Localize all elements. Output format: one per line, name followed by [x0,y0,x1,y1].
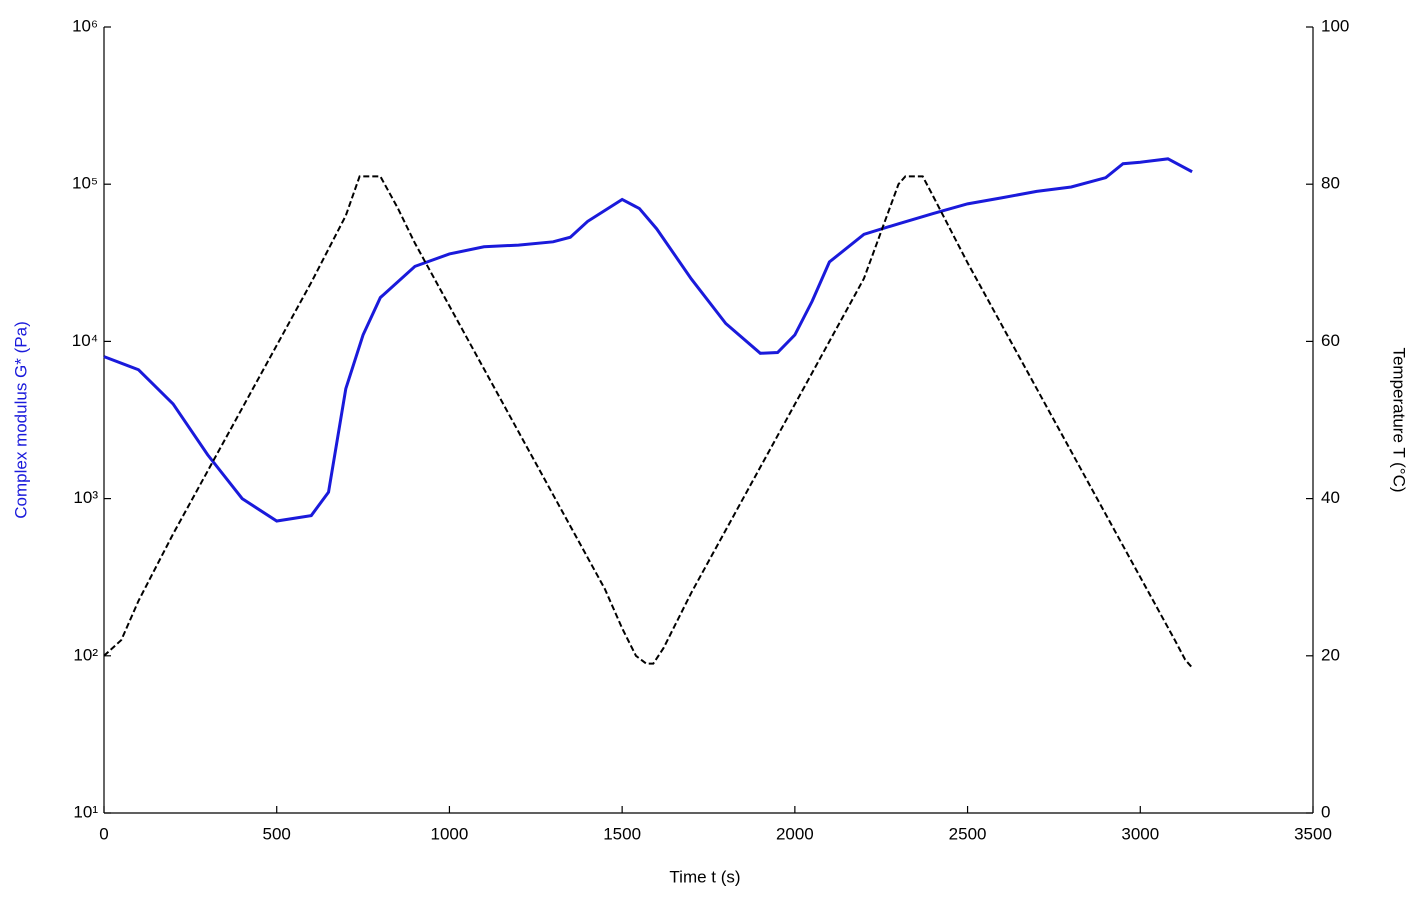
x-tick-label: 1500 [603,824,641,843]
y-tick-label: 10⁴ [72,331,98,350]
y-tick-label: 10⁶ [72,16,98,35]
y2-tick-label: 100 [1321,16,1349,35]
y-tick-label: 10³ [73,488,98,507]
x-tick-label: 0 [99,824,108,843]
y-tick-label: 10⁵ [72,174,98,193]
series-line [103,175,1193,669]
x-tick-label: 2500 [949,824,987,843]
y-tick-label: 10² [73,645,98,664]
y2-tick-label: 80 [1321,174,1340,193]
x-tick-label: 500 [263,824,291,843]
y2-tick-label: 20 [1321,645,1340,664]
x-tick-label: 3000 [1121,824,1159,843]
series-line [103,157,1193,523]
y-axis-label: Complex modulus G* (Pa) [11,321,30,518]
y2-axis-label: Temperature T (°C) [1390,347,1409,492]
y2-tick-label: 0 [1321,802,1330,821]
x-tick-label: 2000 [776,824,814,843]
x-tick-label: 3500 [1294,824,1332,843]
y-tick-label: 10¹ [73,802,98,821]
x-tick-label: 1000 [431,824,469,843]
y2-tick-label: 40 [1321,488,1340,507]
y2-tick-label: 60 [1321,331,1340,350]
x-axis-label: Time t (s) [669,867,740,886]
